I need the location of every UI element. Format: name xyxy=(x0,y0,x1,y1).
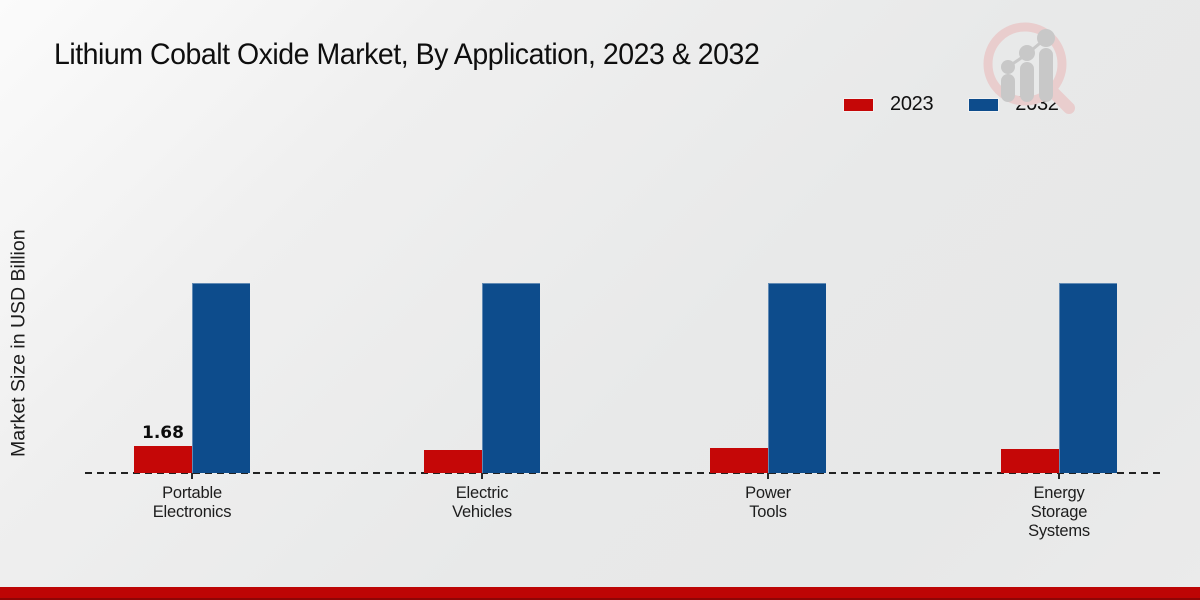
chart-title: Lithium Cobalt Oxide Market, By Applicat… xyxy=(54,38,760,71)
x-axis-tick xyxy=(481,473,483,479)
bar-2032-power-tools xyxy=(768,283,826,473)
legend-label: 2023 xyxy=(890,93,934,115)
x-axis-tick xyxy=(1058,473,1060,479)
bar-2032-portable-electronics xyxy=(192,283,250,473)
legend-swatch-icon xyxy=(843,97,874,112)
bar-2032-electric-vehicles xyxy=(482,283,540,473)
bar-2023-energy-storage-systems xyxy=(1001,449,1059,473)
bar-2023-power-tools xyxy=(710,447,768,473)
bar-2032-energy-storage-systems xyxy=(1059,283,1117,473)
bar-2023-portable-electronics xyxy=(134,446,192,473)
footer-accent-bar xyxy=(0,587,1200,600)
category-label-portable-electronics: Portable Electronics xyxy=(152,484,232,521)
x-axis-baseline xyxy=(85,472,1161,474)
x-axis-tick xyxy=(191,473,193,479)
category-label-electric-vehicles: Electric Vehicles xyxy=(452,484,512,521)
legend-item-2023: 2023 xyxy=(843,93,934,116)
bar-2023-electric-vehicles xyxy=(424,449,482,473)
bar-value-label-portable-electronics: 1.68 xyxy=(142,423,184,443)
category-label-power-tools: Power Tools xyxy=(745,484,791,521)
category-label-energy-storage-systems: Energy Storage Systems xyxy=(1028,484,1090,540)
x-axis-tick xyxy=(767,473,769,479)
